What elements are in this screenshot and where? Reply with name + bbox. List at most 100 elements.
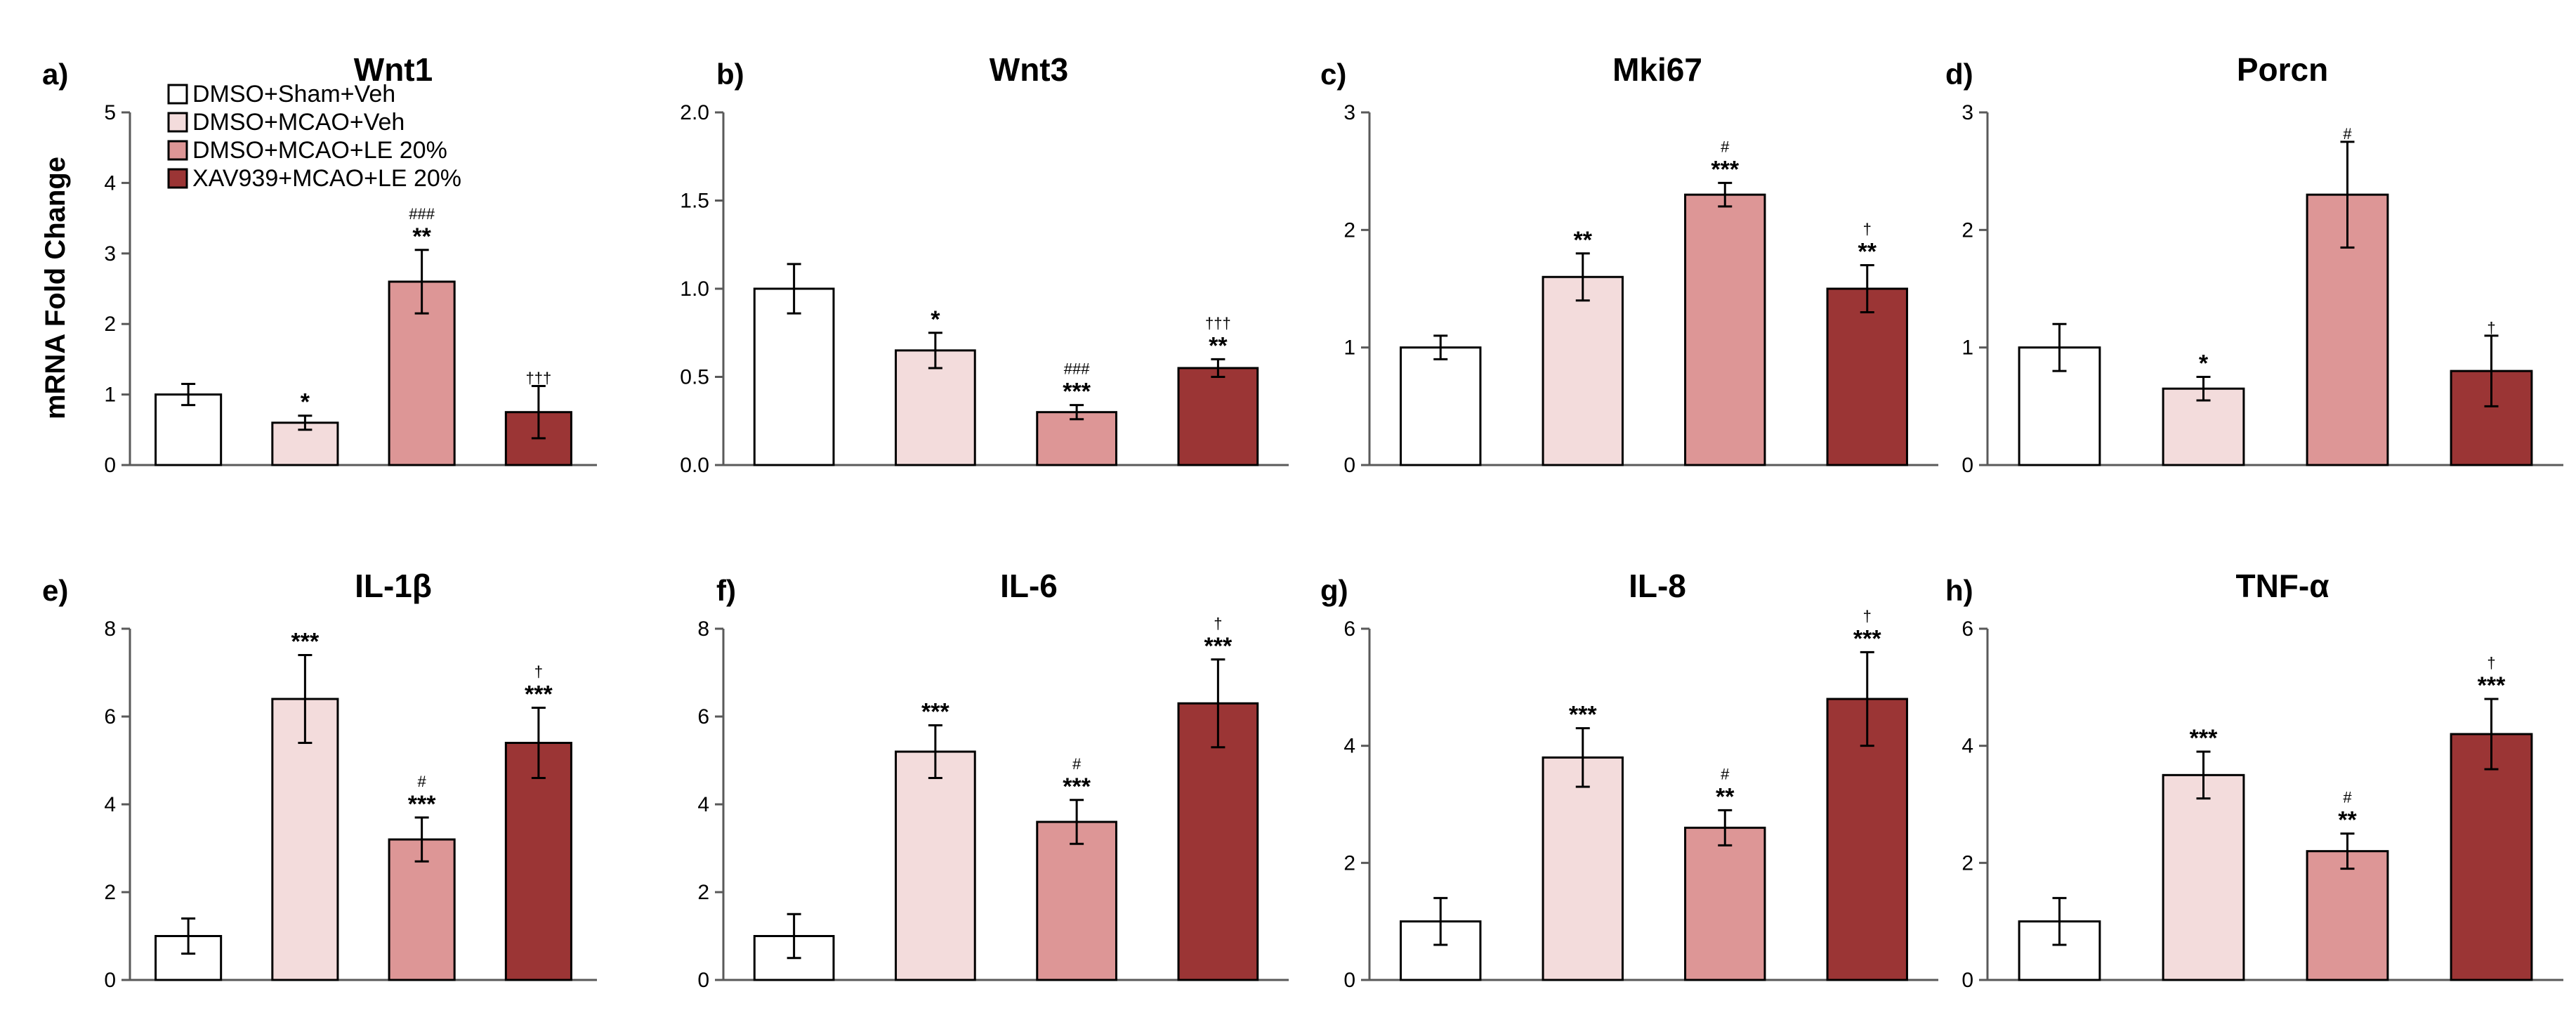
panel-a-ytick-label: 0 bbox=[104, 454, 116, 477]
panel-c-ytick-label: 1 bbox=[1343, 336, 1355, 360]
panel-g-sig-label: ** bbox=[1716, 783, 1735, 810]
panel-g-ytick-label: 4 bbox=[1343, 735, 1355, 758]
panel-c-label: c) bbox=[1320, 58, 1346, 91]
panel-a-sig-label: * bbox=[301, 389, 310, 416]
panel-a-ytick-label: 1 bbox=[104, 384, 116, 407]
panel-b-bar bbox=[895, 349, 976, 466]
panel-b-bar bbox=[1036, 411, 1117, 466]
panel-b-sig-label: *** bbox=[1063, 379, 1091, 405]
panel-c-bar bbox=[1826, 287, 1908, 466]
panel-c-ytick-label: 3 bbox=[1343, 101, 1355, 124]
panel-b-bar bbox=[1177, 367, 1259, 466]
panel-b-sig-small-label: ††† bbox=[1205, 314, 1231, 332]
panel-b-ytick-label: 0.5 bbox=[680, 366, 709, 389]
panel-h-sig-small-label: † bbox=[2487, 654, 2495, 672]
panel-c-sig-label: ** bbox=[1574, 227, 1593, 254]
panel-d-sig-small-label: # bbox=[2343, 125, 2352, 143]
panel-c-ytick-label: 0 bbox=[1343, 454, 1355, 477]
panel-c-ytick-label: 2 bbox=[1343, 218, 1355, 242]
panel-a-bar bbox=[271, 421, 339, 466]
panel-c-bar bbox=[1684, 193, 1766, 466]
panel-e-label: e) bbox=[42, 574, 68, 607]
panel-c-title: Mki67 bbox=[1612, 51, 1702, 88]
panel-b-label: b) bbox=[716, 58, 744, 91]
panel-h-ytick-label: 6 bbox=[1961, 617, 1973, 641]
panel-b-ytick-label: 2.0 bbox=[680, 101, 709, 124]
y-axis-label: mRNA Fold Change bbox=[40, 157, 71, 419]
legend-item-label: DMSO+MCAO+Veh bbox=[192, 109, 405, 136]
panel-d-title: Porcn bbox=[2237, 51, 2328, 88]
panel-d-ytick-label: 3 bbox=[1961, 101, 1973, 124]
panel-b-bar bbox=[753, 287, 835, 466]
panel-f-sig-small-label: # bbox=[1072, 755, 1082, 773]
panel-f-label: f) bbox=[716, 574, 736, 607]
panel-f-sig-label: *** bbox=[921, 699, 949, 726]
panel-a-sig-label: ** bbox=[412, 223, 431, 250]
panel-a-ytick-label: 3 bbox=[104, 242, 116, 266]
panel-c-sig-small-label: # bbox=[1721, 138, 1730, 155]
panel-h-label: h) bbox=[1945, 574, 1973, 607]
panel-b-ytick-label: 1.5 bbox=[680, 190, 709, 213]
panel-g-ytick-label: 6 bbox=[1343, 617, 1355, 641]
panel-a-ytick-label: 4 bbox=[104, 171, 116, 195]
panel-b-sig-label: * bbox=[931, 306, 940, 333]
panel-g-title: IL-8 bbox=[1629, 568, 1686, 604]
panel-g-bar bbox=[1542, 756, 1624, 981]
panel-f-ytick-label: 8 bbox=[697, 617, 709, 641]
panel-e-sig-small-label: # bbox=[418, 773, 427, 790]
panel-c-sig-label: ** bbox=[1858, 239, 1877, 266]
panel-h-sig-small-label: # bbox=[2343, 789, 2352, 806]
panel-g-label: g) bbox=[1320, 574, 1348, 607]
panel-f-sig-label: *** bbox=[1063, 773, 1091, 800]
panel-b-title: Wnt3 bbox=[990, 51, 1068, 88]
panel-e-ytick-label: 4 bbox=[104, 793, 116, 816]
panel-g-sig-small-label: # bbox=[1721, 765, 1730, 783]
panel-e-sig-label: *** bbox=[408, 791, 436, 818]
panel-c-sig-label: *** bbox=[1711, 156, 1739, 183]
legend-item-label: DMSO+Sham+Veh bbox=[192, 81, 395, 107]
panel-h-title: TNF-α bbox=[2235, 568, 2329, 604]
panel-e-ytick-label: 2 bbox=[104, 881, 116, 904]
panel-f-sig-label: *** bbox=[1204, 633, 1233, 660]
panel-f-bar bbox=[1177, 702, 1259, 981]
panel-c-sig-small-label: † bbox=[1863, 221, 1872, 238]
panel-a-ytick-label: 5 bbox=[104, 101, 116, 124]
panel-e-bar bbox=[388, 838, 456, 981]
panel-d-ytick-label: 1 bbox=[1961, 336, 1973, 360]
panel-f-title: IL-6 bbox=[1000, 568, 1058, 604]
legend-swatch bbox=[167, 112, 188, 133]
panel-e-ytick-label: 0 bbox=[104, 969, 116, 992]
panel-e-bar bbox=[504, 742, 572, 981]
panel-f-ytick-label: 4 bbox=[697, 793, 709, 816]
panel-b-sig-small-label: ### bbox=[1064, 360, 1090, 378]
panel-d-ytick-label: 2 bbox=[1961, 218, 1973, 242]
panel-h-ytick-label: 4 bbox=[1961, 735, 1973, 758]
panel-e-title: IL-1β bbox=[355, 568, 432, 604]
panel-h-bar bbox=[2162, 773, 2245, 981]
panel-h-sig-label: ** bbox=[2338, 807, 2357, 834]
panel-d-label: d) bbox=[1945, 58, 1973, 91]
panel-b-ytick-label: 0.0 bbox=[680, 454, 709, 477]
panel-g-ytick-label: 0 bbox=[1343, 969, 1355, 992]
panel-h-sig-label: *** bbox=[2190, 725, 2218, 752]
panel-f-sig-small-label: † bbox=[1214, 615, 1222, 632]
legend-item-label: XAV939+MCAO+LE 20% bbox=[192, 165, 461, 192]
panel-e-sig-label: *** bbox=[291, 629, 320, 655]
panel-a-title: Wnt1 bbox=[354, 51, 433, 88]
panel-g-sig-label: *** bbox=[1853, 625, 1881, 652]
legend-swatch bbox=[167, 168, 188, 189]
panel-c-bar bbox=[1542, 275, 1624, 466]
panel-f-ytick-label: 6 bbox=[697, 705, 709, 728]
panel-e-ytick-label: 8 bbox=[104, 617, 116, 641]
panel-g-ytick-label: 2 bbox=[1343, 851, 1355, 875]
panel-h-bar bbox=[2306, 850, 2389, 981]
panel-d-sig-small-label: † bbox=[2487, 319, 2495, 336]
panel-b-sig-label: ** bbox=[1209, 332, 1228, 359]
panel-d-sig-label: * bbox=[2199, 351, 2209, 377]
panel-h-sig-label: *** bbox=[2478, 672, 2506, 699]
panel-f-ytick-label: 0 bbox=[697, 969, 709, 992]
panel-f-ytick-label: 2 bbox=[697, 881, 709, 904]
legend-item-label: DMSO+MCAO+LE 20% bbox=[192, 137, 447, 164]
